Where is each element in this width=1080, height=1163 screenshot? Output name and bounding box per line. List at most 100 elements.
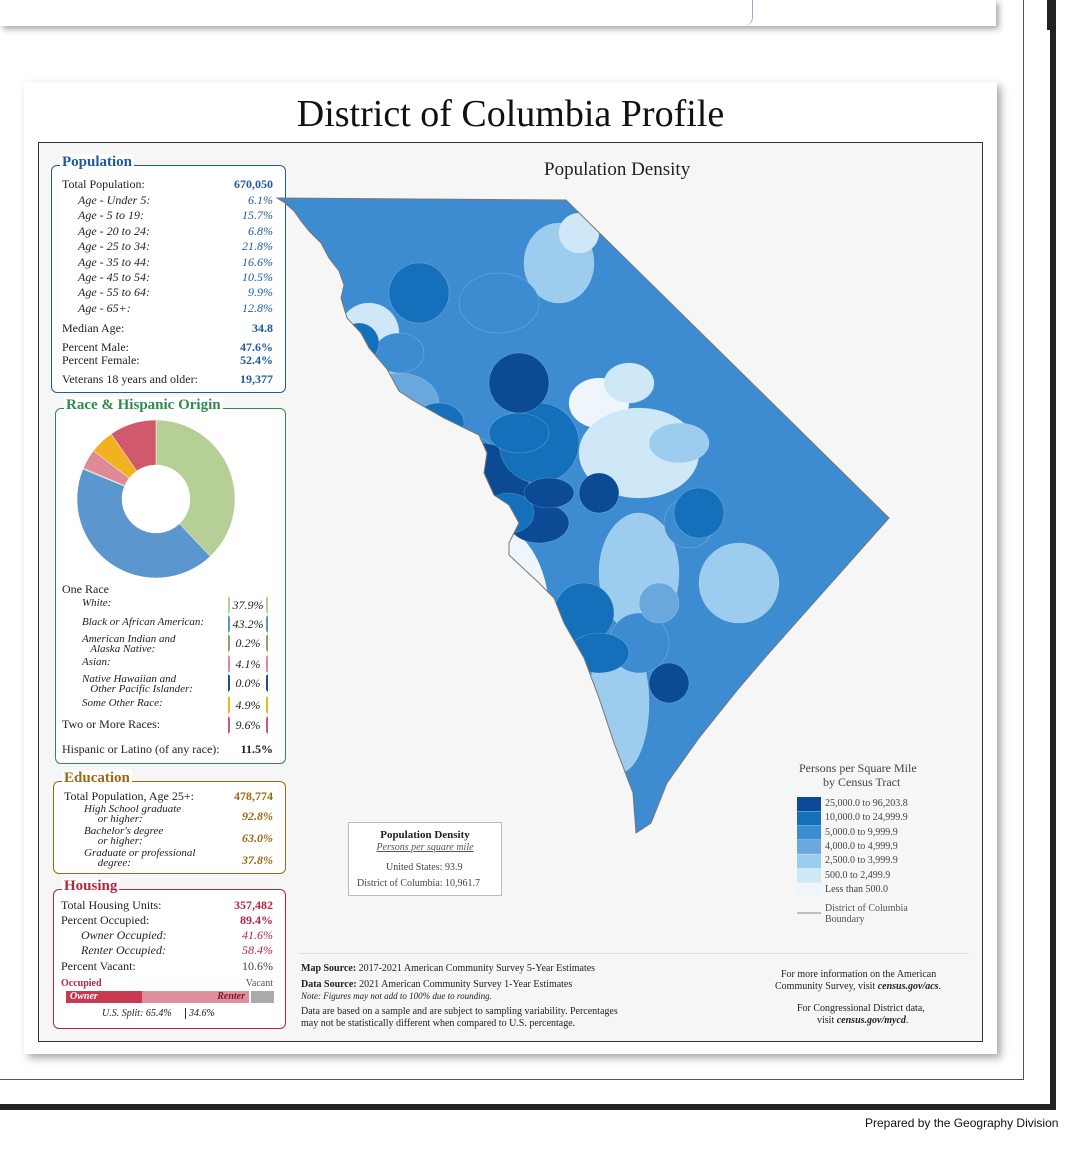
housing-panel: Housing Total Housing Units: 357,482 Per…	[53, 878, 286, 1029]
percent-vacant-value: 10.6%	[242, 959, 273, 973]
outer-frame	[0, 0, 1056, 1110]
sources-divider	[299, 953, 969, 954]
percent-female-value: 52.4%	[240, 353, 273, 367]
census-tract	[388, 262, 450, 324]
two-or-more-label: Two or More Races:	[62, 717, 161, 731]
census-tract	[358, 372, 440, 434]
race-value: 43.2%	[228, 615, 268, 633]
us-density-label: United States:	[386, 862, 443, 873]
census-tract	[418, 542, 500, 624]
donut-slice	[76, 468, 211, 579]
percent-occupied-value: 89.4%	[240, 913, 273, 927]
percent-male-value: 47.6%	[240, 340, 273, 354]
bar-occupied-label: Occupied	[61, 978, 102, 989]
legend-label: 10,000.0 to 24,999.9	[825, 812, 908, 824]
age-label: Age - 20 to 24:	[78, 223, 150, 238]
veterans-value: 19,377	[240, 372, 273, 386]
census-tract	[558, 212, 600, 254]
inner-frame	[0, 0, 1024, 1080]
race-value: 4.9%	[228, 696, 268, 714]
education-total-value: 478,774	[234, 789, 273, 803]
race-label: Black or African American:	[82, 616, 205, 628]
acs-info-2: Community Survey, visit census.gov/acs.	[775, 981, 942, 992]
hispanic-label: Hispanic or Latino (of any race):	[62, 742, 220, 756]
housing-units-label: Total Housing Units:	[61, 898, 162, 912]
median-age-label: Median Age:	[62, 321, 125, 335]
percent-male-label: Percent Male:	[62, 340, 129, 354]
percent-occupied-label: Percent Occupied:	[61, 913, 150, 927]
race-heading: Race & Hispanic Origin	[64, 397, 223, 414]
age-label: Age - Under 5:	[78, 193, 151, 207]
housing-units-value: 357,482	[234, 898, 273, 912]
census-tract	[338, 322, 380, 364]
legend-title-2: by Census Tract	[823, 775, 901, 789]
education-panel: Education Total Population, Age 25+: 478…	[53, 770, 286, 874]
one-race-label: One Race	[62, 582, 109, 596]
percent-vacant-label: Percent Vacant:	[61, 959, 136, 973]
census-tract	[638, 582, 680, 624]
race-label: Native Hawaiian and Other Pacific Island…	[82, 673, 193, 695]
age-label: Age - 25 to 34:	[78, 239, 150, 254]
census-tract	[428, 522, 550, 704]
census-tract	[578, 472, 620, 514]
legend-label: 25,000.0 to 96,203.8	[825, 798, 908, 809]
content-area: Population Total Population: 670,050 Age…	[38, 142, 983, 1042]
legend-swatch	[797, 854, 821, 869]
population-panel: Population Total Population: 670,050 Age…	[51, 154, 286, 393]
occupied-bar: Owner Renter	[66, 991, 249, 1003]
population-density-map	[275, 197, 890, 914]
us-split-renter: 34.6%	[185, 1008, 215, 1019]
education-heading: Education	[62, 770, 132, 787]
age-label: Age - 55 to 64:	[78, 285, 150, 300]
age-label: Age - 65+:	[78, 300, 131, 315]
owner-bar-label: Owner	[70, 991, 98, 1002]
education-value: 37.8%	[242, 853, 273, 867]
age-value: 6.1%	[248, 193, 273, 207]
census-tract	[413, 402, 465, 444]
age-value: 9.9%	[248, 285, 273, 300]
census-tract	[698, 542, 780, 624]
hispanic-value: 11.5%	[240, 742, 273, 756]
owner-bar	[66, 991, 142, 1003]
vacant-bar	[251, 991, 274, 1003]
age-value: 15.7%	[242, 208, 273, 223]
legend-swatch	[797, 839, 821, 854]
education-label: Bachelor's degree or higher:	[84, 825, 164, 847]
race-value: 4.1%	[228, 655, 268, 673]
dc-density-value: 10,961.7	[445, 878, 480, 889]
boundary-label-1: District of Columbia	[825, 903, 908, 914]
donut-slice	[110, 419, 157, 472]
legend-swatch	[797, 797, 821, 811]
sampling-note-1: Data are based on a sample and are subje…	[301, 1006, 618, 1017]
sampling-note-2: may not be statistically different when …	[301, 1018, 576, 1029]
map-title: Population Density	[544, 159, 691, 180]
race-donut-chart	[76, 419, 236, 579]
census-tract	[373, 332, 425, 374]
census-tract	[458, 272, 540, 334]
page-title: District of Columbia Profile	[296, 93, 725, 135]
age-value: 16.6%	[242, 254, 273, 269]
donut-slice	[155, 419, 236, 557]
education-label: High School graduate or higher:	[84, 803, 182, 825]
density-inset-title: Population Density	[380, 829, 470, 841]
owner-occupied-value: 41.6%	[242, 928, 273, 942]
race-label: White:	[82, 597, 112, 609]
two-or-more-value: 9.6%	[228, 716, 268, 734]
census-tract	[648, 422, 710, 464]
density-inset-subtitle: Persons per square mile	[376, 842, 474, 853]
age-value: 21.8%	[242, 239, 273, 254]
map-source: Map Source: 2017-2021 American Community…	[301, 963, 596, 974]
legend-swatch	[797, 825, 821, 840]
cd-info-1: For Congressional District data,	[797, 1003, 925, 1014]
top-card	[0, 0, 996, 26]
age-label: Age - 45 to 54:	[78, 270, 150, 284]
us-split-label: U.S. Split: 65.4%	[102, 1008, 172, 1019]
age-value: 6.8%	[248, 223, 273, 238]
legend-label: 500.0 to 2,499.9	[825, 869, 891, 881]
us-density-value: 93.9	[445, 862, 463, 873]
race-label: Asian:	[82, 656, 111, 668]
legend-swatch	[797, 868, 821, 883]
bar-vacant-label: Vacant	[245, 978, 273, 989]
total-population-value: 670,050	[234, 177, 273, 191]
legend-label: Less than 500.0	[825, 883, 889, 895]
